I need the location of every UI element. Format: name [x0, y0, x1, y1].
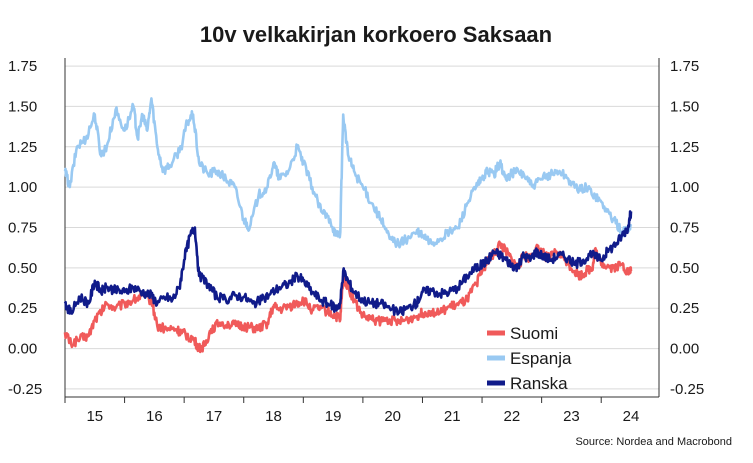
- x-tick-label: 15: [86, 408, 103, 425]
- series-lines: [63, 97, 633, 354]
- y-tick-label-right: 1.00: [670, 179, 699, 196]
- series-line-suomi: [63, 240, 633, 354]
- x-tick-label: 17: [206, 408, 223, 425]
- source-note: Source: Nordea and Macrobond: [575, 436, 732, 448]
- x-tick-label: 16: [146, 408, 163, 425]
- y-tick-label-right: 1.25: [670, 139, 699, 156]
- series-line-ranska: [63, 210, 633, 316]
- chart-title: 10v velkakirjan korkoero Saksaan: [200, 22, 552, 47]
- x-tick-label: 18: [265, 408, 282, 425]
- y-tick-label-left: 0.75: [8, 220, 37, 237]
- x-tick-label: 19: [325, 408, 342, 425]
- axes: 1.75 1.75 1.50 1.50 1.25 1.25 1.00 1.00 0.75 0.75…: [8, 58, 704, 425]
- y-tick-label-left: -0.25: [8, 381, 42, 398]
- y-tick-label-right: 1.75: [670, 58, 699, 75]
- gridlines: [65, 65, 659, 390]
- legend-label: Ranska: [510, 374, 568, 393]
- y-tick-label-right: 0.50: [670, 260, 699, 277]
- y-tick-label-left: 0.00: [8, 341, 37, 358]
- y-tick-label-right: 1.50: [670, 98, 699, 115]
- y-tick-label-left: 1.50: [8, 98, 37, 115]
- x-tick-label: 20: [384, 408, 401, 425]
- legend-label: Espanja: [510, 349, 572, 368]
- y-tick-label-left: 1.00: [8, 179, 37, 196]
- legend-label: Suomi: [510, 324, 558, 343]
- y-tick-label-left: 0.50: [8, 260, 37, 277]
- y-tick-label-right: -0.25: [670, 381, 704, 398]
- x-tick-label: 22: [503, 408, 520, 425]
- x-tick-label: 21: [444, 408, 461, 425]
- x-tick-label: 24: [623, 408, 640, 425]
- legend: Suomi Espanja Ranska: [487, 324, 572, 393]
- y-tick-label-left: 1.75: [8, 58, 37, 75]
- series-line-espanja: [63, 97, 633, 249]
- y-tick-label-left: 1.25: [8, 139, 37, 156]
- y-tick-label-right: 0.25: [670, 300, 699, 317]
- y-tick-label-right: 0.00: [670, 341, 699, 358]
- x-tick-label: 23: [563, 408, 580, 425]
- y-tick-label-right: 0.75: [670, 220, 699, 237]
- y-tick-label-left: 0.25: [8, 300, 37, 317]
